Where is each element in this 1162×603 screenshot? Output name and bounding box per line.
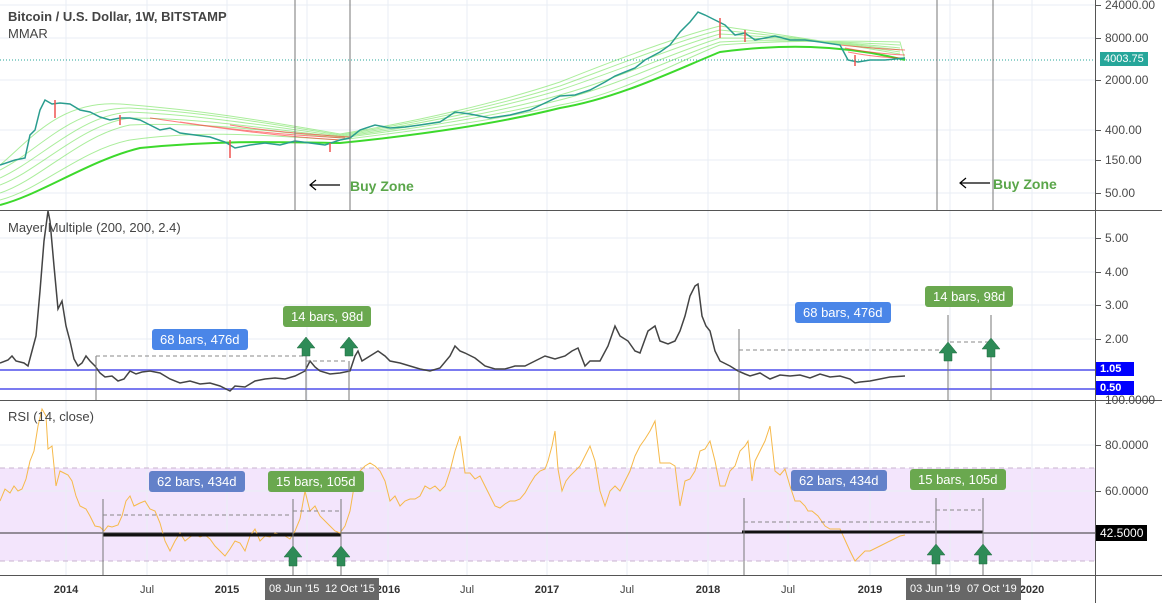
measure-label: 14 bars, 98d [925, 286, 1014, 307]
arrow-up-icon [283, 543, 993, 567]
x-tick: 2016 [375, 584, 401, 596]
x-tick: Jul [619, 584, 635, 596]
last-price-tag: 4003.75 [1100, 52, 1148, 66]
mayer-multiple-pane[interactable]: Mayer Multiple (200, 200, 2.4) 68 bars, … [0, 211, 1095, 400]
date-highlight: 12 Oct '15 [321, 578, 379, 600]
level-tag: 0.50 [1096, 381, 1134, 395]
measure-label: 15 bars, 105d [268, 471, 364, 492]
rsi-level-tag: 42.5000 [1096, 525, 1148, 541]
x-tick: Jul [459, 584, 475, 596]
y-tick: 8000.00 [1096, 31, 1148, 45]
price-pane[interactable]: Bitcoin / U.S. Dollar, 1W, BITSTAMP MMAR… [0, 0, 1095, 210]
y-tick: 3.00 [1096, 298, 1128, 312]
pane-separator[interactable] [0, 575, 1162, 576]
measure-label: 62 bars, 434d [791, 470, 887, 491]
buy-zone-label: Buy Zone [993, 176, 1057, 192]
y-tick: 60.0000 [1096, 484, 1148, 498]
y-tick: 100.0000 [1096, 393, 1155, 407]
mayer-title: Mayer Multiple (200, 200, 2.4) [8, 220, 181, 235]
measure-label: 68 bars, 476d [795, 302, 891, 323]
y-tick: 5.00 [1096, 231, 1128, 245]
x-tick: 2015 [214, 584, 240, 596]
rsi-title: RSI (14, close) [8, 409, 94, 424]
y-tick: 50.00 [1096, 186, 1135, 200]
y-tick: 80.0000 [1096, 438, 1148, 452]
y-tick: 24000.00 [1096, 0, 1155, 12]
measure-label: 15 bars, 105d [910, 469, 1006, 490]
pane-separator[interactable] [0, 210, 1162, 211]
date-highlight: 07 Oct '19 [963, 578, 1021, 600]
x-tick: 2018 [695, 584, 721, 596]
rsi-pane[interactable]: RSI (14, close) 62 bars, 434d 15 bars, 1… [0, 401, 1095, 575]
x-tick: 2020 [1019, 584, 1045, 596]
x-tick: Jul [139, 584, 155, 596]
measure-label: 62 bars, 434d [149, 471, 245, 492]
date-highlight: 08 Jun '15 [265, 578, 324, 600]
y-tick: 2000.00 [1096, 73, 1148, 87]
y-tick: 2.00 [1096, 332, 1128, 346]
measure-label: 14 bars, 98d [283, 306, 372, 327]
x-tick: Jul [780, 584, 796, 596]
mayer-chart-canvas [0, 211, 1095, 400]
y-tick: 150.00 [1096, 153, 1142, 167]
y-tick: 400.00 [1096, 123, 1142, 137]
arrow-up-icon [296, 336, 1001, 362]
symbol-title: Bitcoin / U.S. Dollar, 1W, BITSTAMP [8, 9, 227, 24]
x-tick: 2014 [53, 584, 79, 596]
indicator-label: MMAR [8, 26, 48, 41]
date-highlight: 03 Jun '19 [906, 578, 965, 600]
y-tick: 4.00 [1096, 265, 1128, 279]
price-axis[interactable]: 24000.00 8000.00 2000.00 400.00 150.00 5… [1095, 0, 1162, 210]
axis-corner [1095, 575, 1096, 603]
x-tick: 2017 [534, 584, 560, 596]
pane-separator[interactable] [0, 400, 1162, 401]
rsi-axis[interactable]: 100.0000 80.0000 60.0000 42.5000 [1095, 393, 1162, 575]
buy-zone-label: Buy Zone [350, 178, 414, 194]
x-tick: 2019 [857, 584, 883, 596]
price-chart-canvas [0, 0, 1095, 210]
mayer-axis[interactable]: 5.00 4.00 3.00 2.00 1.05 0.50 [1095, 211, 1162, 400]
level-tag: 1.05 [1096, 362, 1134, 376]
measure-label: 68 bars, 476d [152, 329, 248, 350]
